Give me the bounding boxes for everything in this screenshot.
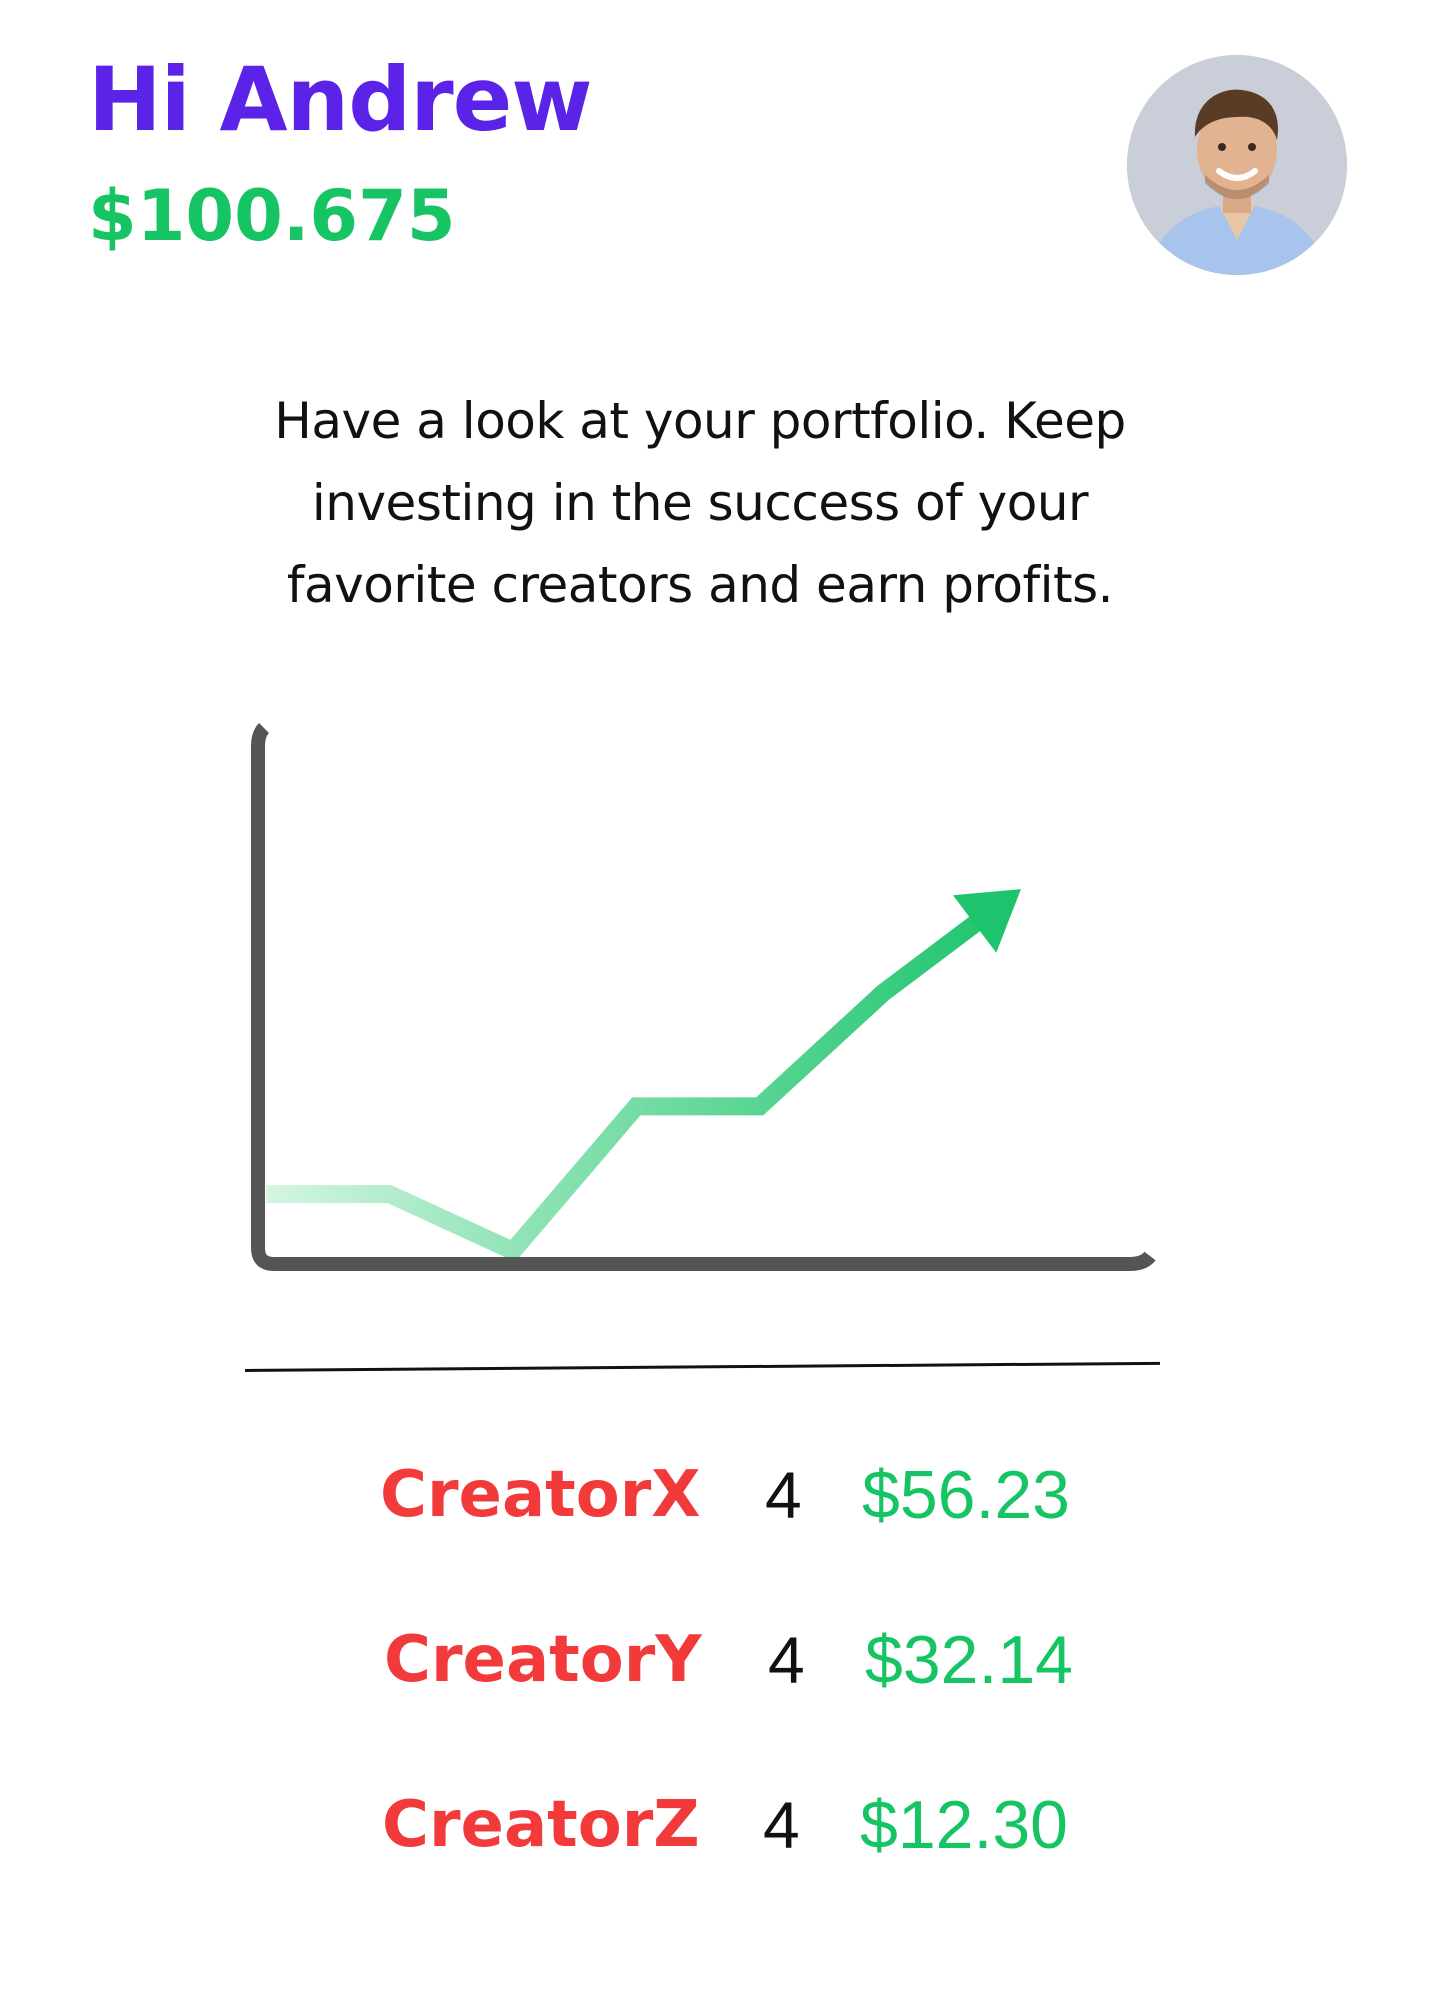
creator-value: $12.30 — [860, 1787, 1068, 1863]
creator-value: $56.23 — [862, 1457, 1070, 1533]
avatar[interactable] — [1127, 55, 1347, 275]
portfolio-chart — [251, 723, 1156, 1271]
y-axis — [251, 723, 1156, 1271]
series-line — [266, 892, 1012, 1262]
creator-row[interactable]: CreatorY 4 $32.14 — [0, 1610, 1429, 1710]
creator-count: 4 — [765, 1458, 802, 1532]
creator-count: 4 — [763, 1788, 800, 1862]
creator-name: CreatorZ — [382, 1788, 700, 1862]
user-avatar-photo-icon — [1127, 55, 1347, 275]
creator-row[interactable]: CreatorZ 4 $12.30 — [0, 1775, 1429, 1875]
creator-name: CreatorY — [384, 1623, 702, 1697]
creator-count: 4 — [768, 1623, 805, 1697]
creator-row[interactable]: CreatorX 4 $56.23 — [0, 1445, 1429, 1545]
creator-value: $32.14 — [865, 1622, 1073, 1698]
portfolio-balance: $100.675 — [88, 175, 456, 257]
divider — [244, 1361, 1160, 1372]
trend-arrow-icon — [952, 889, 1021, 953]
creator-name: CreatorX — [380, 1458, 701, 1532]
greeting-title: Hi Andrew — [88, 48, 593, 151]
intro-text: Have a look at your portfolio. Keep inve… — [274, 392, 1126, 614]
